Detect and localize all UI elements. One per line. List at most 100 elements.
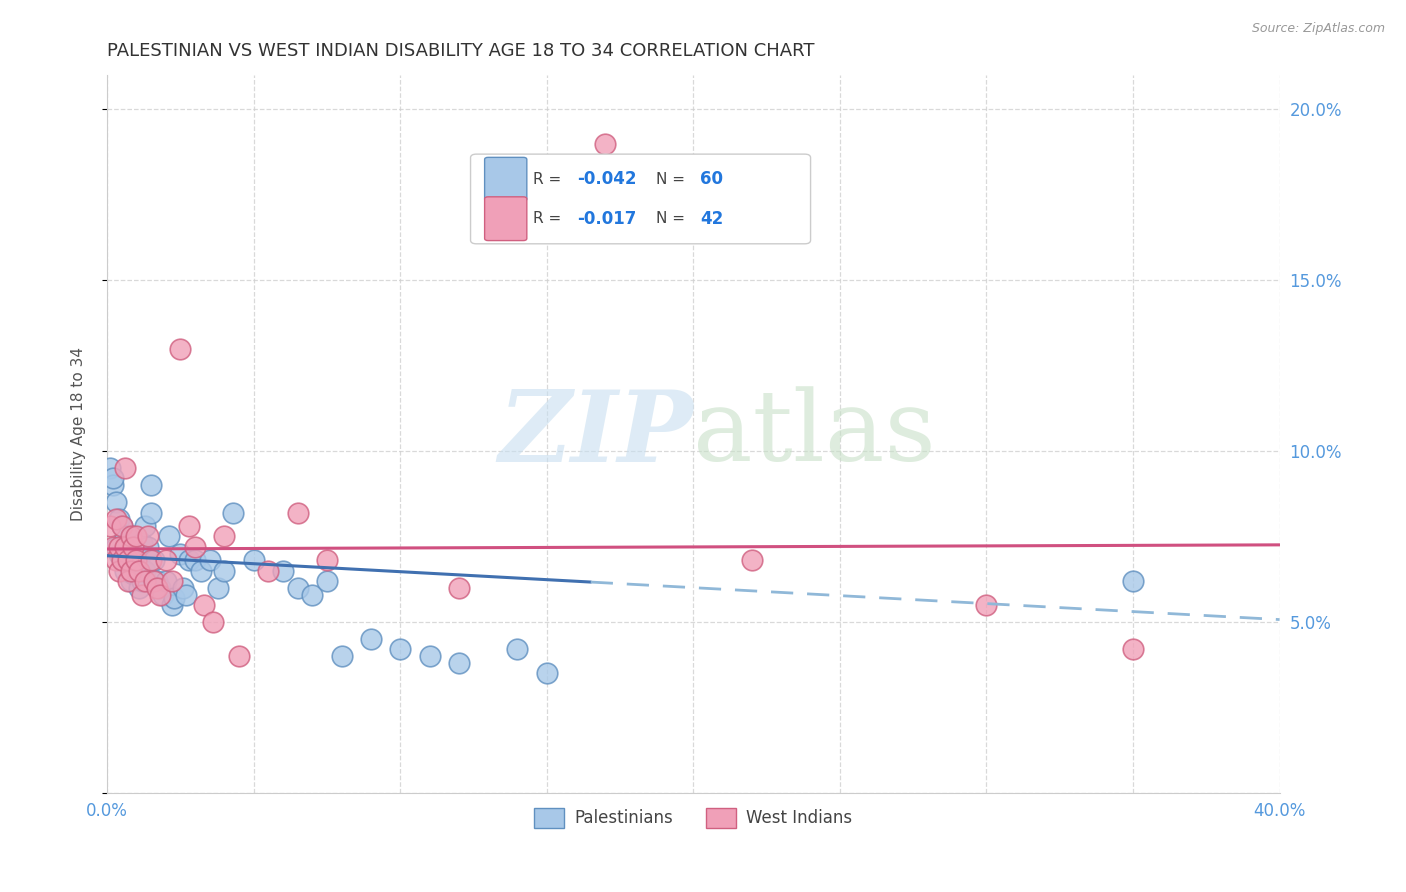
- Point: [104, 512, 127, 526]
- Point: [190, 564, 212, 578]
- Point: [198, 553, 221, 567]
- Point: [122, 529, 145, 543]
- Point: [120, 574, 142, 588]
- Point: [301, 587, 323, 601]
- FancyBboxPatch shape: [485, 197, 527, 241]
- Text: -0.017: -0.017: [578, 210, 637, 227]
- Point: [122, 567, 145, 582]
- Point: [228, 648, 250, 663]
- Point: [114, 564, 136, 578]
- Point: [117, 536, 139, 550]
- Point: [128, 564, 150, 578]
- Point: [117, 553, 139, 567]
- Point: [111, 519, 134, 533]
- Point: [139, 506, 162, 520]
- Point: [536, 666, 558, 681]
- Point: [287, 506, 309, 520]
- Point: [146, 581, 169, 595]
- Point: [184, 553, 207, 567]
- Point: [143, 553, 166, 567]
- Point: [418, 648, 440, 663]
- FancyBboxPatch shape: [485, 157, 527, 201]
- Point: [128, 581, 150, 595]
- Point: [104, 495, 127, 509]
- Point: [741, 553, 763, 567]
- Point: [107, 512, 129, 526]
- Point: [287, 581, 309, 595]
- Point: [506, 642, 529, 657]
- Point: [107, 564, 129, 578]
- Text: 42: 42: [700, 210, 724, 227]
- Point: [160, 598, 183, 612]
- Point: [125, 529, 148, 543]
- Point: [976, 598, 998, 612]
- Point: [111, 519, 134, 533]
- Point: [201, 615, 224, 629]
- Point: [120, 540, 142, 554]
- Point: [172, 581, 194, 595]
- Text: R =: R =: [533, 172, 565, 186]
- Point: [117, 574, 139, 588]
- Point: [104, 553, 127, 567]
- Point: [117, 553, 139, 567]
- Point: [222, 506, 245, 520]
- Point: [101, 471, 124, 485]
- Point: [125, 553, 148, 567]
- Point: [134, 519, 156, 533]
- Point: [149, 587, 172, 601]
- Point: [316, 574, 339, 588]
- Point: [107, 540, 129, 554]
- FancyBboxPatch shape: [471, 154, 811, 244]
- Point: [120, 564, 142, 578]
- Text: N =: N =: [655, 172, 690, 186]
- Point: [125, 547, 148, 561]
- Point: [149, 581, 172, 595]
- Point: [111, 553, 134, 567]
- Point: [160, 574, 183, 588]
- Point: [152, 587, 174, 601]
- Point: [155, 553, 177, 567]
- Point: [114, 461, 136, 475]
- Point: [134, 564, 156, 578]
- Point: [595, 222, 617, 236]
- Point: [120, 529, 142, 543]
- Point: [125, 564, 148, 578]
- Point: [257, 564, 280, 578]
- Point: [174, 587, 197, 601]
- Point: [122, 540, 145, 554]
- Text: atlas: atlas: [693, 386, 936, 482]
- Point: [101, 540, 124, 554]
- Point: [163, 591, 186, 605]
- Text: Source: ZipAtlas.com: Source: ZipAtlas.com: [1251, 22, 1385, 36]
- Point: [128, 553, 150, 567]
- Point: [184, 540, 207, 554]
- Point: [107, 547, 129, 561]
- Point: [98, 519, 121, 533]
- Point: [595, 136, 617, 151]
- Point: [193, 598, 215, 612]
- Point: [104, 540, 127, 554]
- Point: [155, 574, 177, 588]
- Point: [447, 656, 470, 670]
- Text: R =: R =: [533, 211, 565, 227]
- Point: [330, 648, 353, 663]
- Point: [271, 564, 294, 578]
- Point: [316, 553, 339, 567]
- Point: [139, 553, 162, 567]
- Point: [389, 642, 412, 657]
- Point: [131, 536, 153, 550]
- Point: [360, 632, 382, 646]
- Point: [207, 581, 229, 595]
- Text: -0.042: -0.042: [578, 170, 637, 188]
- Point: [447, 581, 470, 595]
- Point: [1122, 574, 1144, 588]
- Text: 60: 60: [700, 170, 723, 188]
- Point: [131, 587, 153, 601]
- Y-axis label: Disability Age 18 to 34: Disability Age 18 to 34: [72, 347, 86, 521]
- Point: [1122, 642, 1144, 657]
- Point: [242, 553, 264, 567]
- Text: N =: N =: [655, 211, 690, 227]
- Point: [114, 529, 136, 543]
- Point: [169, 547, 191, 561]
- Legend: Palestinians, West Indians: Palestinians, West Indians: [527, 801, 859, 835]
